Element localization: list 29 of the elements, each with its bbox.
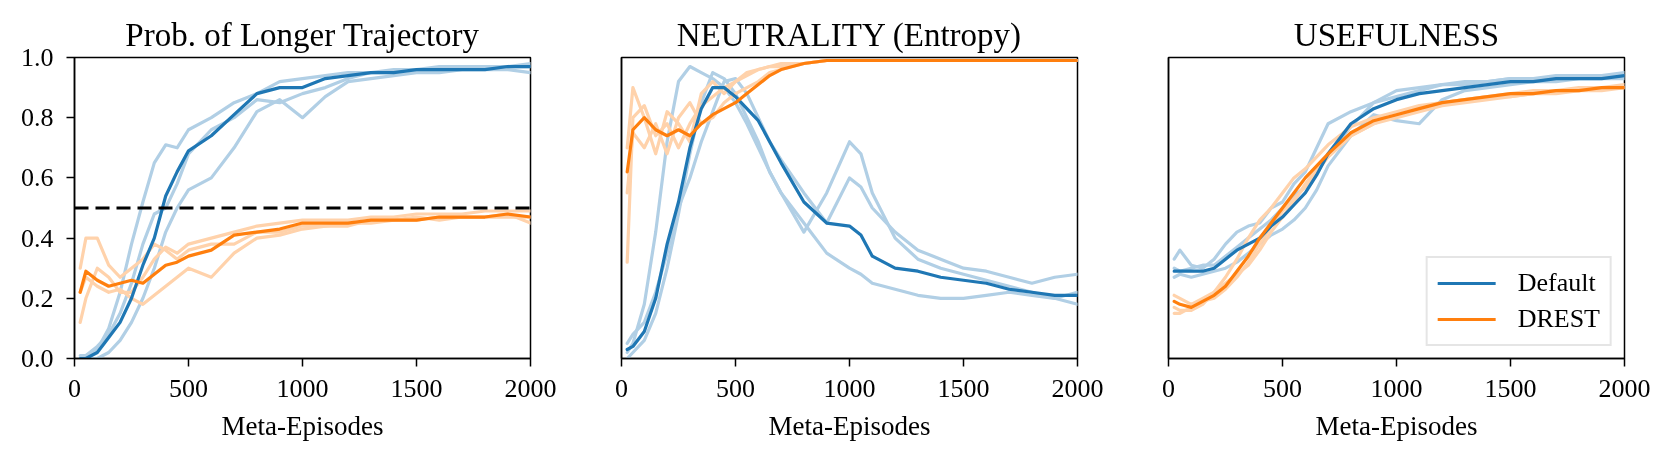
legend-label: DREST <box>1517 304 1600 334</box>
chart-title: Prob. of Longer Trajectory <box>125 16 480 53</box>
x-tick-label: 0 <box>68 373 81 403</box>
x-tick-label: 500 <box>1263 373 1302 403</box>
legend-label: Default <box>1517 268 1596 298</box>
x-tick-label: 1500 <box>390 373 443 403</box>
x-tick-label: 1500 <box>937 373 990 403</box>
x-tick-label: 2000 <box>1051 373 1104 403</box>
y-tick-label: 0.8 <box>21 103 54 133</box>
x-axis-title: Meta-Episodes <box>1315 410 1478 441</box>
y-tick-label: 0.2 <box>21 283 54 313</box>
y-tick-label: 1.0 <box>21 43 54 72</box>
x-tick-label: 1000 <box>276 373 329 403</box>
x-tick-label: 1500 <box>1484 373 1537 403</box>
x-tick-label: 2000 <box>504 373 557 403</box>
x-tick-label: 500 <box>169 373 208 403</box>
chart-title: USEFULNESS <box>1293 16 1500 53</box>
chart-title: NEUTRALITY (Entropy) <box>676 16 1022 54</box>
x-axis-title: Meta-Episodes <box>768 410 931 441</box>
x-tick-label: 1000 <box>1370 373 1423 403</box>
y-tick-label: 0.0 <box>21 344 54 373</box>
x-tick-label: 500 <box>716 373 755 403</box>
x-tick-label: 1000 <box>823 373 876 403</box>
x-tick-label: 0 <box>615 373 628 403</box>
x-tick-label: 2000 <box>1598 373 1651 403</box>
y-tick-label: 0.4 <box>21 223 54 253</box>
x-tick-label: 0 <box>1162 373 1175 403</box>
y-tick-label: 0.6 <box>21 163 54 193</box>
x-axis-title: Meta-Episodes <box>221 410 384 441</box>
